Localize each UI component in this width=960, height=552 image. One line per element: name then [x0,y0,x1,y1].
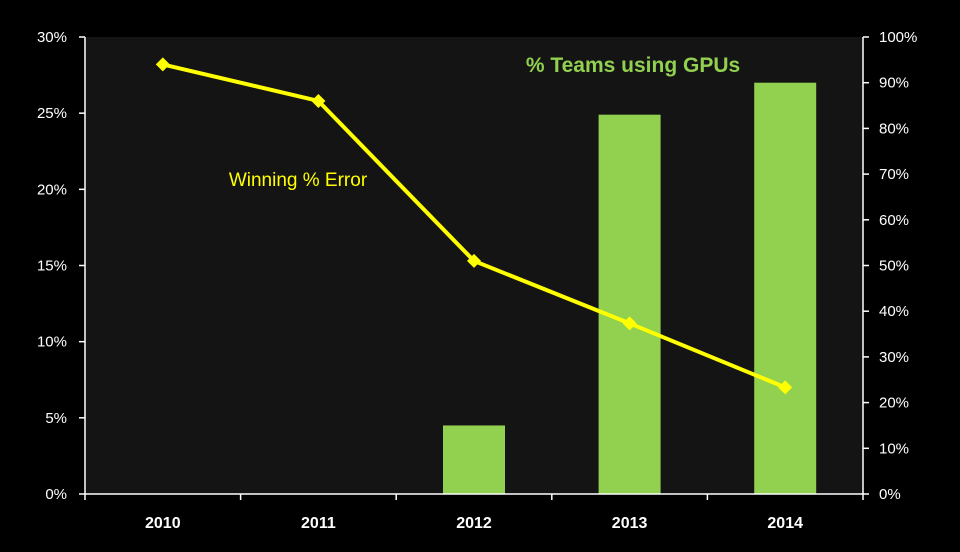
y-left-tick-label: 5% [45,410,67,427]
label-winning-error: Winning % Error [229,170,368,191]
y-right-tick-label: 100% [879,29,917,46]
line-marker-2013 [622,316,637,331]
y-right-tick-label: 10% [879,440,909,457]
y-right-tick-label: 80% [879,120,909,137]
bars-layer [443,82,817,494]
labels-layer: Winning % Error % Teams using GPUs [229,54,740,191]
y-right-tick-label: 0% [879,486,901,503]
y-right-tick-label: 60% [879,212,909,229]
line-layer [155,57,793,395]
y-left-tick-label: 10% [37,334,67,351]
line-marker-2011 [311,93,326,108]
label-teams-using-gpus: % Teams using GPUs [526,54,740,77]
y-left-tick-label: 30% [37,29,67,46]
y-left-tick-label: 20% [37,181,67,198]
x-tick-label-2012: 2012 [456,515,492,532]
line-marker-2010 [155,57,170,72]
y-left-tick-label: 15% [37,258,67,275]
y-right-tick-label: 40% [879,303,909,320]
y-right-tick-label: 50% [879,258,909,275]
x-tick-label-2011: 2011 [301,515,336,532]
y-right-tick-label: 20% [879,395,909,412]
line-marker-2012 [467,253,481,268]
y-left-tick-label: 25% [37,105,67,122]
y-right-tick-label: 30% [879,349,909,366]
line-marker-2014 [778,380,793,395]
bar-2013 [598,114,661,494]
bar-2014 [754,82,817,494]
y-left-tick-label: 0% [45,486,67,503]
y-right-tick-label: 90% [879,75,909,92]
x-tick-label-2014: 2014 [767,515,803,532]
x-tick-label-2013: 2013 [612,515,648,532]
bar-2012 [443,425,505,494]
y-right-tick-label: 70% [879,166,909,183]
x-tick-label-2010: 2010 [145,515,181,532]
axes-layer: 0% 5% 10% 15% 20% 25% 30% 0% 10% 20% 30% 40% 50% 60% 7… [37,29,917,532]
